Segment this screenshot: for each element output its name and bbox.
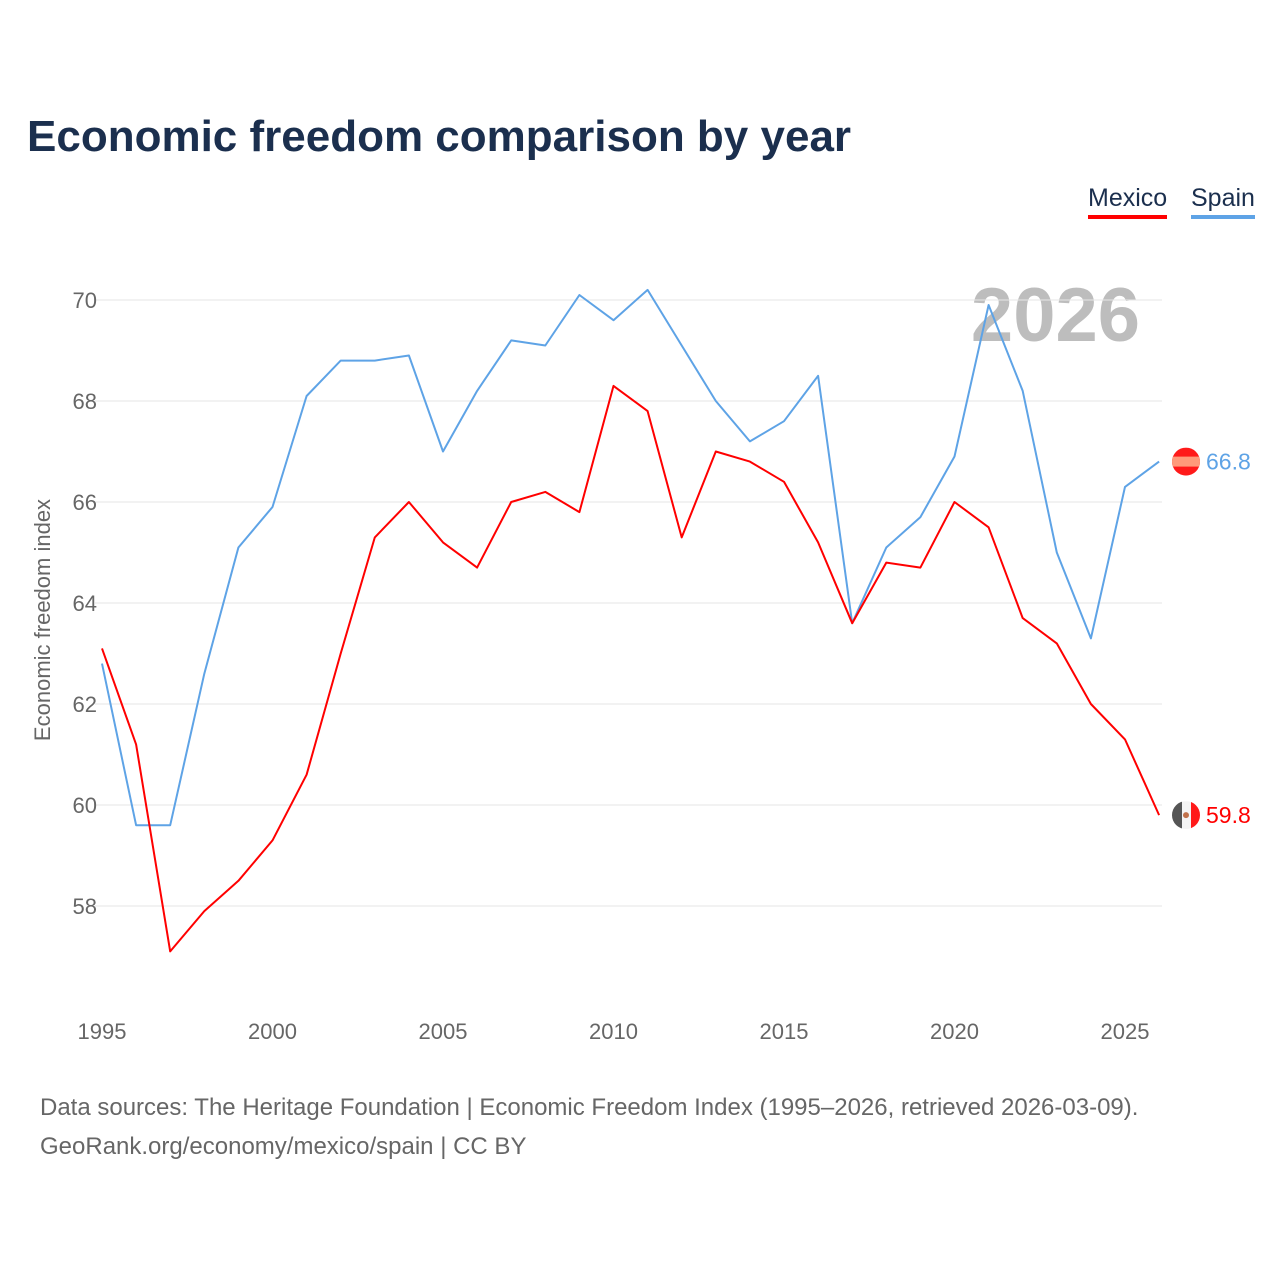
flag-stripe: [1172, 801, 1182, 830]
footer: Data sources: The Heritage Foundation | …: [40, 1088, 1138, 1166]
footer-sources: Data sources: The Heritage Foundation | …: [40, 1094, 1139, 1121]
y-tick-label: 58: [73, 894, 97, 919]
x-tick-label: 2020: [930, 1019, 979, 1044]
year-annotation: 2026: [971, 273, 1140, 358]
y-tick-label: 64: [73, 591, 97, 616]
flag-mexico-icon: [1172, 801, 1200, 830]
footer-link[interactable]: GeoRank.org/economy/mexico/spain | CC BY: [40, 1133, 527, 1160]
x-tick-label: 2005: [419, 1019, 468, 1044]
flag-spain-icon: [1172, 447, 1200, 476]
x-tick-label: 2025: [1101, 1019, 1150, 1044]
flag-stripe: [1191, 801, 1200, 830]
flag-stripe: [1172, 456, 1200, 467]
series-line-mexico: [101, 384, 1161, 953]
y-axis-label: Economic freedom index: [30, 499, 55, 741]
y-tick-label: 60: [73, 793, 97, 818]
y-tick-label: 62: [73, 692, 97, 717]
y-tick-label: 70: [73, 288, 97, 313]
x-tick-label: 1995: [78, 1019, 127, 1044]
x-tick-label: 2000: [248, 1019, 297, 1044]
x-tick-label: 2015: [760, 1019, 809, 1044]
x-tick-label: 2010: [589, 1019, 638, 1044]
flag-emblem: [1183, 812, 1189, 819]
chart-title: Economic freedom comparison by year: [27, 112, 852, 161]
y-tick-label: 68: [73, 389, 97, 414]
legend-mexico[interactable]: Mexico: [1088, 184, 1168, 219]
y-tick-label: 66: [73, 490, 97, 515]
end-value-label-mexico: 59.8: [1206, 802, 1251, 828]
end-value-label-spain: 66.8: [1206, 449, 1251, 475]
legend-spain[interactable]: Spain: [1191, 184, 1255, 219]
series-line-spain: [101, 288, 1160, 827]
